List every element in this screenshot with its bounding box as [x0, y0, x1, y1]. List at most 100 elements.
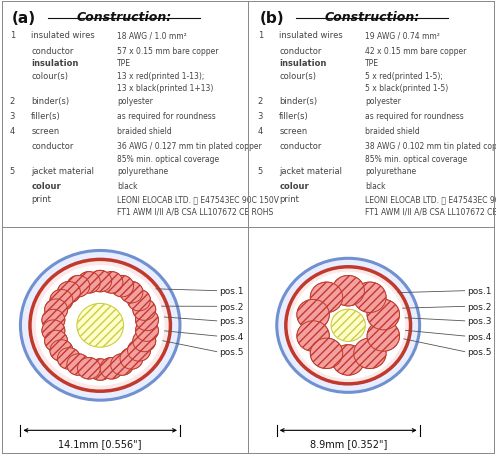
- Text: insulated wires: insulated wires: [279, 31, 343, 40]
- Text: pos.4: pos.4: [467, 332, 492, 341]
- Text: screen: screen: [31, 127, 60, 136]
- Circle shape: [45, 330, 67, 352]
- Circle shape: [89, 359, 112, 380]
- Circle shape: [89, 271, 112, 292]
- Text: conductor: conductor: [31, 46, 73, 56]
- Text: 5: 5: [10, 167, 15, 176]
- Text: insulated wires: insulated wires: [31, 31, 95, 40]
- Circle shape: [50, 340, 73, 361]
- Circle shape: [297, 321, 329, 351]
- Circle shape: [133, 299, 156, 321]
- Text: pos.5: pos.5: [219, 348, 244, 356]
- Circle shape: [120, 348, 143, 369]
- Text: pos.4: pos.4: [219, 332, 244, 341]
- Circle shape: [45, 330, 67, 352]
- Circle shape: [135, 320, 158, 342]
- Circle shape: [133, 330, 156, 352]
- Circle shape: [30, 260, 171, 391]
- Circle shape: [133, 330, 156, 352]
- Text: 18 AWG / 1.0 mm²: 18 AWG / 1.0 mm²: [117, 31, 186, 40]
- Text: print: print: [279, 194, 299, 203]
- Circle shape: [354, 339, 386, 369]
- Circle shape: [89, 271, 112, 292]
- Circle shape: [135, 309, 158, 331]
- Text: 5 x red(printed 1-5);: 5 x red(printed 1-5);: [365, 71, 443, 81]
- Text: braided shield: braided shield: [365, 127, 420, 136]
- Circle shape: [120, 282, 143, 303]
- Circle shape: [310, 339, 343, 369]
- Text: pos.1: pos.1: [219, 287, 244, 296]
- Circle shape: [127, 340, 150, 361]
- Text: colour(s): colour(s): [279, 71, 316, 81]
- Text: colour(s): colour(s): [31, 71, 68, 81]
- Text: black: black: [117, 182, 137, 191]
- Text: LEONI ELOCAB LTD. Ⓛ E47543EC 90C 150V: LEONI ELOCAB LTD. Ⓛ E47543EC 90C 150V: [117, 194, 279, 203]
- Circle shape: [67, 276, 90, 297]
- Circle shape: [127, 290, 150, 311]
- Circle shape: [367, 321, 399, 351]
- Circle shape: [42, 309, 65, 331]
- Circle shape: [310, 339, 343, 369]
- Circle shape: [277, 259, 420, 393]
- Circle shape: [332, 276, 365, 306]
- Text: jacket material: jacket material: [279, 167, 342, 176]
- Circle shape: [58, 282, 80, 303]
- Text: conductor: conductor: [279, 46, 321, 56]
- Text: filler(s): filler(s): [31, 111, 61, 121]
- Circle shape: [77, 358, 100, 379]
- Circle shape: [310, 283, 343, 313]
- Text: print: print: [31, 194, 51, 203]
- Circle shape: [111, 354, 133, 375]
- Text: (b): (b): [260, 11, 285, 26]
- Circle shape: [77, 272, 100, 293]
- Circle shape: [331, 309, 366, 342]
- Text: black: black: [365, 182, 385, 191]
- Text: pos.2: pos.2: [219, 302, 244, 311]
- Circle shape: [100, 272, 123, 293]
- Circle shape: [100, 358, 123, 379]
- Circle shape: [332, 276, 365, 306]
- Circle shape: [354, 283, 386, 313]
- Text: pos.3: pos.3: [219, 317, 244, 326]
- Text: FT1 AWM I/II A/B CSA LL107672 CE ROHS: FT1 AWM I/II A/B CSA LL107672 CE ROHS: [117, 207, 273, 216]
- Text: as required for roundness: as required for roundness: [117, 111, 216, 121]
- Circle shape: [310, 283, 343, 313]
- Text: conductor: conductor: [279, 142, 321, 151]
- Text: 85% min. optical coverage: 85% min. optical coverage: [365, 154, 467, 163]
- Circle shape: [111, 276, 133, 297]
- Text: as required for roundness: as required for roundness: [365, 111, 464, 121]
- Circle shape: [67, 276, 90, 297]
- Text: (a): (a): [12, 11, 36, 26]
- Text: colour: colour: [279, 182, 309, 191]
- Text: polyester: polyester: [365, 96, 401, 106]
- Circle shape: [67, 354, 90, 375]
- Text: pos.5: pos.5: [467, 348, 492, 356]
- Circle shape: [354, 339, 386, 369]
- Text: colour: colour: [31, 182, 61, 191]
- Text: polyester: polyester: [117, 96, 153, 106]
- Circle shape: [135, 309, 158, 331]
- Text: 2: 2: [10, 96, 15, 106]
- Text: 3: 3: [10, 111, 15, 121]
- Circle shape: [127, 290, 150, 311]
- Text: TPE: TPE: [365, 59, 379, 68]
- Circle shape: [367, 300, 399, 330]
- Circle shape: [297, 300, 329, 330]
- Text: 13 x red(printed 1-13);: 13 x red(printed 1-13);: [117, 71, 204, 81]
- Circle shape: [367, 300, 399, 330]
- Circle shape: [39, 268, 162, 383]
- Circle shape: [77, 304, 124, 348]
- Text: filler(s): filler(s): [279, 111, 309, 121]
- Text: insulation: insulation: [279, 59, 326, 68]
- Circle shape: [77, 272, 100, 293]
- Circle shape: [45, 299, 67, 321]
- Circle shape: [50, 290, 73, 311]
- Text: 1: 1: [258, 31, 263, 40]
- Circle shape: [100, 272, 123, 293]
- Circle shape: [50, 340, 73, 361]
- Circle shape: [286, 267, 411, 384]
- Text: 3: 3: [258, 111, 263, 121]
- Text: 42 x 0.15 mm bare copper: 42 x 0.15 mm bare copper: [365, 46, 466, 56]
- Circle shape: [42, 309, 65, 331]
- Circle shape: [42, 320, 65, 342]
